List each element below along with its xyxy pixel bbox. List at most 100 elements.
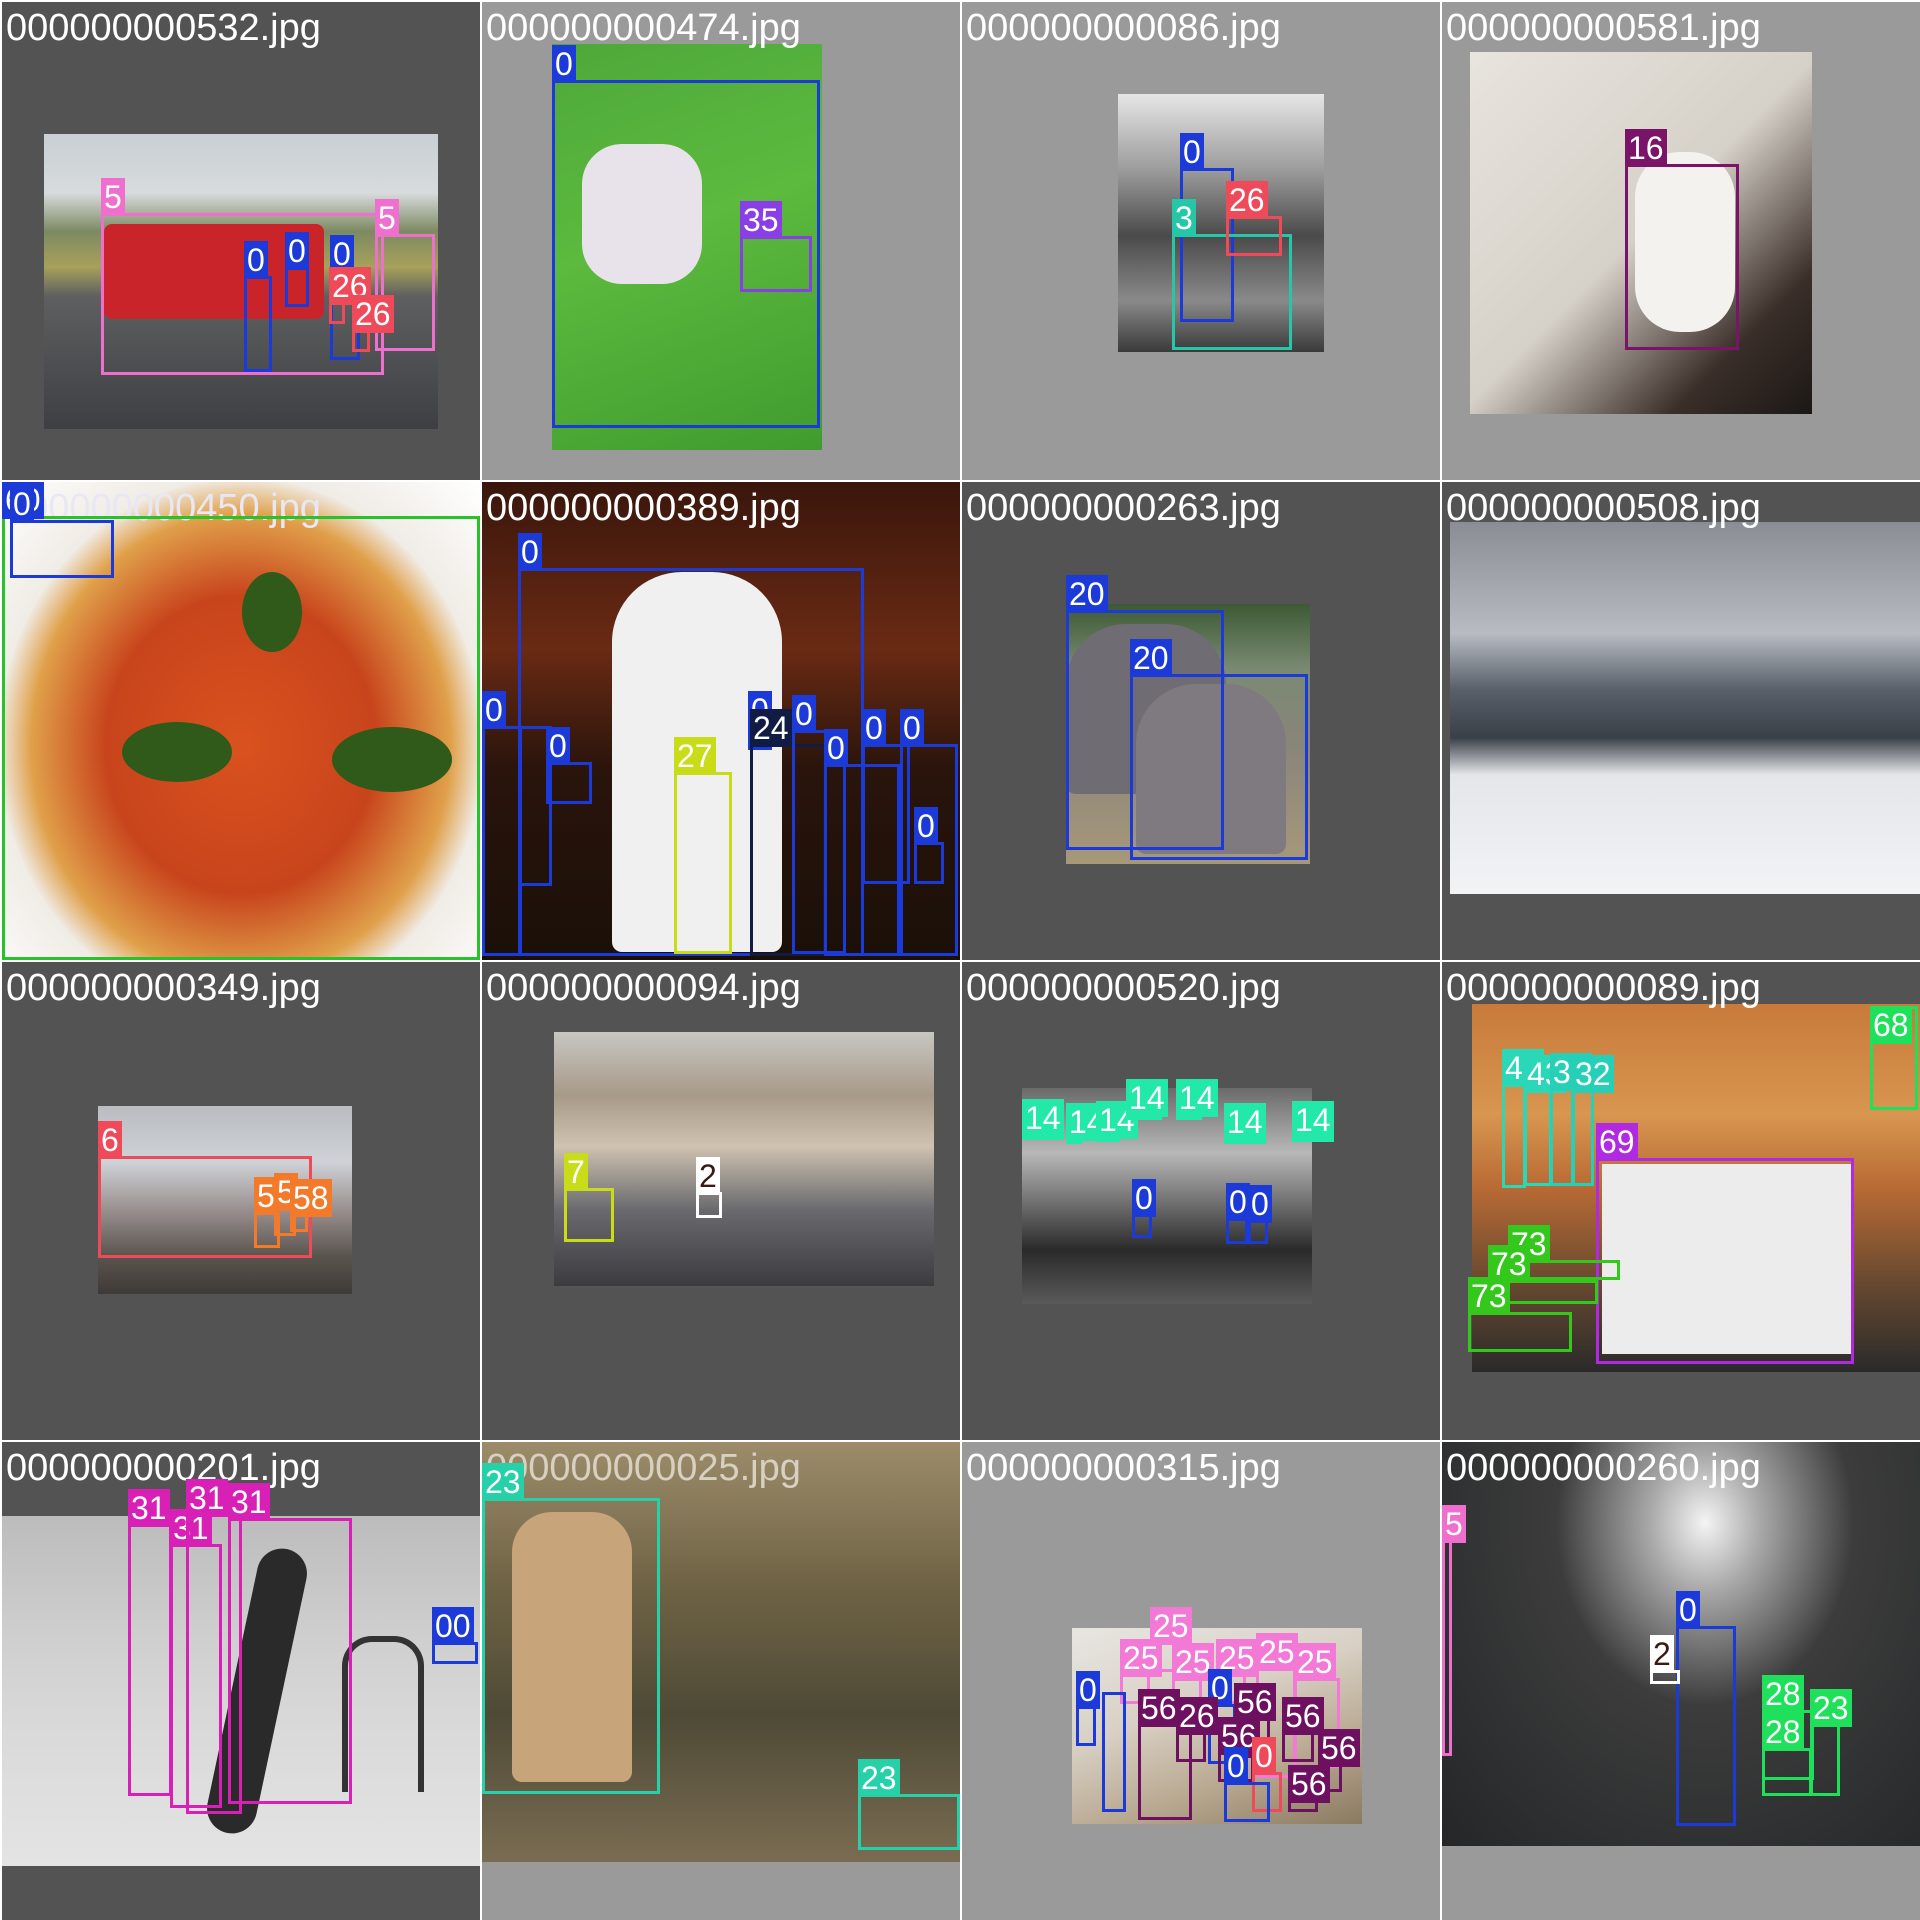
detection-box[interactable]: 32	[1572, 1055, 1614, 1186]
detection-box[interactable]: 0	[546, 727, 592, 804]
image-tile[interactable]: 000000000315.jpg 25 25 25 25 25 25 0 0 5…	[962, 1442, 1440, 1920]
detection-box[interactable]: 31	[128, 1489, 172, 1796]
detection-box[interactable]: 0	[1226, 1183, 1250, 1244]
detection-box[interactable]: 7	[564, 1153, 614, 1242]
detection-box[interactable]: 31	[170, 1509, 222, 1808]
image-tile[interactable]: 000000000508.jpg	[1442, 482, 1920, 960]
detection-box[interactable]: 3	[1172, 199, 1292, 350]
image-tile[interactable]: 000000000260.jpg 5 0 2 28 28 23	[1442, 1442, 1920, 1920]
detection-box[interactable]: 23	[1810, 1689, 1852, 1796]
image-tile[interactable]: 000000000520.jpg 14 14 14 14 14 14 14 0 …	[962, 962, 1440, 1440]
image-tile[interactable]: 000000000025.jpg 23 23	[482, 1442, 960, 1920]
detection-box[interactable]: 20	[1130, 639, 1308, 860]
detection-box[interactable]: 25	[1150, 1607, 1192, 1672]
detection-box[interactable]	[518, 726, 552, 886]
detection-box[interactable]: 5	[254, 1177, 280, 1248]
detection-box[interactable]: 69	[1596, 1123, 1854, 1364]
detection-box[interactable]: 31	[186, 1479, 242, 1814]
detection-box[interactable]: 14	[1022, 1099, 1064, 1140]
detection-box[interactable]: 5	[101, 178, 384, 375]
class-label: 32	[1572, 1055, 1614, 1093]
detection-box[interactable]: 43	[1524, 1055, 1566, 1186]
detection-box[interactable]: 0	[792, 695, 846, 954]
detection-box[interactable]: 56	[1138, 1689, 1192, 1820]
detection-box[interactable]: 73	[1488, 1245, 1598, 1304]
class-label: 0	[1248, 1185, 1272, 1223]
detection-box[interactable]: 27	[674, 737, 732, 954]
detection-box[interactable]: 0	[285, 232, 309, 307]
image-tile[interactable]: 000000000089.jpg 43 43 33 32 68 69 73 73…	[1442, 962, 1920, 1440]
detection-box[interactable]: 56	[1318, 1729, 1360, 1792]
detection-box[interactable]: 0	[914, 807, 944, 884]
detection-box[interactable]: 26	[1226, 181, 1282, 256]
detection-box[interactable]: 58	[290, 1179, 332, 1232]
detection-box[interactable]: 23	[858, 1759, 960, 1850]
detection-box[interactable]	[1102, 1692, 1126, 1812]
detection-box[interactable]: 14	[1224, 1103, 1266, 1144]
image-tile[interactable]: 000000000581.jpg 16	[1442, 2, 1920, 480]
detection-box[interactable]: 14	[1126, 1079, 1168, 1120]
detection-box[interactable]: 31	[228, 1483, 352, 1804]
detection-box[interactable]: 0	[244, 241, 272, 372]
class-label: 0	[552, 45, 576, 83]
class-label: 23	[1810, 1689, 1852, 1727]
detection-box[interactable]: 14	[1066, 1103, 1108, 1144]
image-tile[interactable]: 000000000474.jpg 0 35	[482, 2, 960, 480]
detection-box[interactable]: 33	[1550, 1053, 1592, 1186]
detection-box[interactable]: 0	[862, 709, 910, 884]
image-tile[interactable]: 000000000349.jpg 6 5 5 58	[2, 962, 480, 1440]
detection-box[interactable]: 23	[482, 1463, 660, 1794]
tile-photo	[554, 1032, 934, 1286]
class-label: 24	[750, 709, 792, 747]
detection-box[interactable]: 0	[1676, 1591, 1736, 1826]
detection-box[interactable]: 26	[352, 295, 394, 352]
detection-box[interactable]: 0	[1248, 1185, 1272, 1244]
detection-box[interactable]: 28	[1762, 1713, 1812, 1796]
detection-box[interactable]: 26	[329, 267, 371, 324]
detection-box[interactable]: 26	[1176, 1697, 1218, 1762]
detection-box[interactable]: 56	[1288, 1765, 1330, 1812]
tile-filename: 000000000349.jpg	[6, 967, 321, 1009]
image-tile[interactable]: 000000000094.jpg 7 2	[482, 962, 960, 1440]
detection-box[interactable]: 2	[1650, 1635, 1680, 1684]
detection-box[interactable]: 25	[1120, 1639, 1162, 1704]
detection-box[interactable]: 2	[696, 1157, 722, 1218]
detection-box[interactable]: 24	[750, 709, 826, 956]
detection-box[interactable]: 60	[2, 482, 480, 960]
tile-filename: 000000000474.jpg	[486, 7, 801, 49]
detection-box[interactable]: 68	[1870, 1006, 1918, 1110]
detection-box[interactable]: 16	[1625, 129, 1739, 350]
detection-box[interactable]: 56	[1234, 1683, 1276, 1758]
image-tile[interactable]: 000000000201.jpg 31 31 31 31 00	[2, 1442, 480, 1920]
detection-box[interactable]: 0	[1224, 1747, 1270, 1822]
tile-filename: 000000000086.jpg	[966, 7, 1281, 49]
detection-box[interactable]: 73	[1468, 1277, 1572, 1352]
detection-box[interactable]: 56	[1282, 1697, 1324, 1762]
detection-box[interactable]: 14	[1096, 1101, 1138, 1142]
class-label: 14	[1126, 1079, 1168, 1117]
tile-filename: 000000000201.jpg	[6, 1447, 321, 1489]
detection-box[interactable]: 20	[1066, 575, 1224, 850]
class-label: 3	[1172, 199, 1196, 237]
image-tile[interactable]: 000000000263.jpg 20 20	[962, 482, 1440, 960]
detection-box[interactable]: 0	[1180, 133, 1234, 322]
detection-box[interactable]: 5	[1442, 1505, 1466, 1756]
image-tile[interactable]: 000000000450.jpg 60 0	[2, 482, 480, 960]
detection-box[interactable]: 35	[740, 201, 812, 292]
tile-filename: 000000000089.jpg	[1446, 967, 1761, 1009]
detection-box[interactable]: 0	[1132, 1179, 1156, 1238]
detection-box[interactable]: 14	[1176, 1079, 1218, 1120]
detection-box[interactable]: 0	[1076, 1671, 1100, 1746]
detection-box[interactable]: 0	[10, 485, 114, 578]
image-tile[interactable]: 000000000086.jpg 0 3 26	[962, 2, 1440, 480]
detection-box[interactable]: 0	[552, 45, 820, 428]
detection-box[interactable]: 5	[375, 199, 435, 351]
image-tile[interactable]: 000000000389.jpg 0 0 0 0 24 0 0 0 0 0 27	[482, 482, 960, 960]
detection-box[interactable]: 43	[1502, 1049, 1544, 1188]
detection-box[interactable]: 0	[482, 691, 522, 956]
image-tile[interactable]: 000000000532.jpg 5 5 0 0 0 26 26	[2, 2, 480, 480]
detection-box[interactable]: 14	[1292, 1101, 1334, 1142]
detection-box[interactable]: 0	[900, 709, 958, 956]
detection-box[interactable]: 00	[432, 1607, 478, 1664]
detection-box[interactable]: 28	[1762, 1675, 1814, 1780]
